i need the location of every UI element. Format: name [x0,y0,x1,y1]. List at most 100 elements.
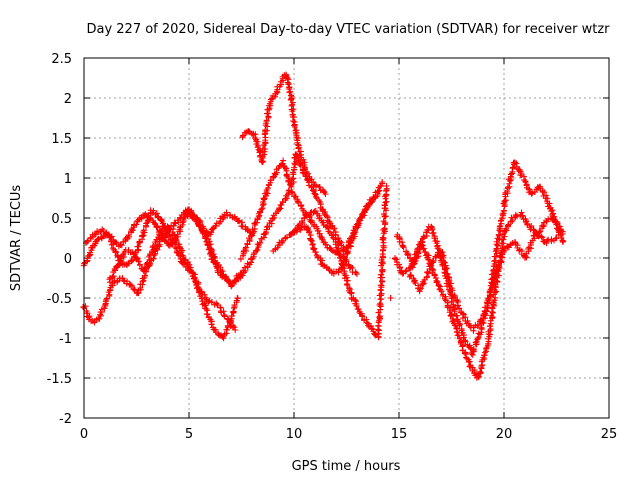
data-point [212,223,219,230]
data-point [290,114,297,121]
data-point [355,306,362,313]
data-point [453,328,460,335]
x-tick-label: 15 [391,427,408,442]
data-point [106,291,113,298]
data-point [94,236,101,243]
data-point [419,281,426,288]
data-point [418,285,425,292]
data-point [425,270,432,277]
data-point [202,302,209,309]
data-point [231,324,238,331]
data-point [383,198,390,205]
data-point [523,218,530,225]
data-point [116,261,123,268]
data-point [481,349,488,356]
data-point [96,315,103,322]
data-point [297,203,304,210]
data-point [353,302,360,309]
data-point [491,253,498,260]
data-point [378,290,385,297]
data-point [118,242,125,249]
data-point [127,281,134,288]
data-point [408,272,415,279]
x-tick-label: 5 [185,427,193,442]
data-point [110,273,117,280]
data-point [383,183,390,189]
data-point [450,317,457,324]
data-point [237,256,244,263]
data-point [322,241,329,248]
data-point [522,253,529,260]
data-point [289,101,296,108]
y-axis-label: SDTVAR / TECUs [9,185,24,292]
data-point [236,218,243,225]
data-point [447,280,454,287]
x-tick-label: 25 [601,427,618,442]
data-point [493,267,500,274]
data-point [174,231,181,238]
data-point [154,213,161,220]
data-point [412,254,419,261]
data-point [254,246,261,253]
data-point [223,209,230,216]
data-point [559,239,566,245]
data-point [428,223,435,230]
data-point [103,296,110,303]
data-point [467,344,474,351]
data-point [474,335,481,342]
data-point [264,185,271,192]
data-point [424,268,431,275]
data-point [538,233,545,240]
data-point [553,218,560,225]
data-point [316,184,323,191]
data-point [261,196,268,203]
data-point [249,232,256,239]
y-tick-label: -1.5 [47,372,72,387]
data-point [393,256,400,263]
data-point [258,206,265,213]
data-point [487,326,494,333]
data-point [518,209,525,216]
data-point [460,334,467,341]
plot-frame [83,57,610,419]
data-point [219,268,226,275]
data-point [154,224,161,231]
data-point [91,231,98,238]
data-point [425,256,432,263]
x-tick-label: 20 [496,427,513,442]
data-point [380,211,387,218]
data-point [554,220,561,227]
data-point [456,305,463,312]
data-point [475,330,482,337]
data-point [432,275,439,282]
data-point [113,249,120,256]
data-point [324,224,331,231]
data-point [499,211,506,218]
data-point [311,190,318,197]
data-point [553,235,560,241]
y-tick-label: 1.5 [51,132,72,147]
data-point [440,254,447,261]
data-point [442,266,449,273]
data-point [256,239,263,246]
data-point [481,352,488,359]
data-point [407,265,414,272]
data-point [331,225,338,232]
data-point [486,289,493,296]
data-point [221,312,228,319]
data-point [272,93,279,100]
data-point [262,146,269,153]
data-point [439,292,446,299]
data-point [344,282,351,289]
data-point [170,238,177,245]
data-point [435,282,442,289]
data-point [399,243,406,250]
data-point [135,243,142,250]
data-point [378,282,385,289]
data-point [239,219,246,226]
data-point [140,267,147,274]
data-point [504,188,511,195]
data-point [478,324,485,331]
data-point [133,221,140,228]
data-point [514,213,521,220]
